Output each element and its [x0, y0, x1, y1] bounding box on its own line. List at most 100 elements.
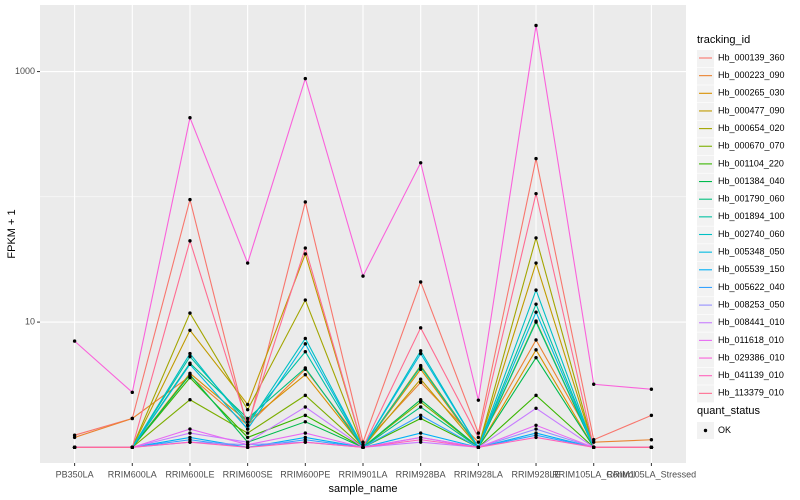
point — [245, 402, 250, 407]
point — [361, 274, 365, 278]
point — [418, 438, 423, 442]
y-tick-label: 10 — [25, 316, 35, 326]
point — [534, 156, 538, 161]
x-tick-label: RRIM901LA — [338, 469, 387, 479]
point — [418, 380, 423, 385]
point — [245, 435, 250, 440]
point — [245, 416, 250, 421]
x-tick-label: RRIM600PE — [280, 469, 330, 479]
point — [534, 302, 538, 306]
point — [303, 413, 308, 418]
point — [303, 200, 308, 204]
x-tick-label: RRIM600LA — [108, 469, 157, 479]
point — [534, 191, 538, 196]
point — [418, 377, 423, 381]
legend-label: Hb_005539_150 — [718, 264, 785, 274]
point — [534, 355, 538, 360]
legend-label: Hb_000139_360 — [718, 52, 785, 62]
point — [534, 288, 538, 292]
legend-label: Hb_001894_100 — [718, 211, 785, 221]
point — [188, 398, 192, 402]
point — [534, 320, 538, 324]
point — [188, 440, 192, 444]
point — [303, 350, 308, 354]
legend-label: Hb_008441_010 — [718, 317, 785, 327]
legend-label: Hb_000265_030 — [718, 88, 785, 98]
point — [130, 390, 134, 395]
point — [72, 339, 77, 343]
point — [418, 416, 423, 421]
point — [418, 367, 423, 371]
point — [534, 23, 538, 28]
legend-label: Hb_000223_090 — [718, 70, 785, 80]
point — [418, 431, 423, 435]
point — [476, 398, 481, 402]
point — [188, 311, 192, 315]
point — [418, 405, 423, 409]
point — [361, 440, 365, 444]
point — [245, 423, 250, 427]
point — [130, 416, 134, 421]
legend-label: Hb_001104_220 — [718, 158, 784, 168]
legend-label: Hb_000654_020 — [718, 123, 785, 133]
point — [534, 261, 538, 265]
point — [303, 336, 308, 341]
legend-label: Hb_029386_010 — [718, 352, 785, 362]
point — [534, 435, 538, 440]
point — [303, 298, 308, 302]
x-tick-label: RRIM928BA — [396, 469, 446, 479]
point — [245, 431, 250, 435]
x-tick-label: PB350LA — [56, 469, 94, 479]
point — [72, 435, 77, 440]
point — [476, 445, 481, 450]
x-tick-label: RRIM105LA_Stressed — [607, 469, 697, 479]
point — [303, 420, 308, 424]
point — [245, 427, 250, 431]
point — [418, 351, 423, 356]
point — [188, 431, 192, 435]
point — [188, 116, 192, 120]
point — [303, 440, 308, 444]
legend-point — [703, 428, 708, 433]
point — [72, 445, 77, 450]
point — [418, 161, 423, 165]
point — [592, 440, 596, 444]
point — [534, 393, 538, 398]
legend-label: Hb_011618_010 — [718, 335, 784, 345]
point — [534, 427, 538, 431]
point — [303, 246, 308, 250]
point — [303, 431, 308, 435]
x-tick-label: RRIM928LE — [512, 469, 561, 479]
point — [476, 440, 481, 444]
point — [303, 405, 308, 409]
point — [188, 427, 192, 431]
point — [418, 440, 423, 444]
point — [534, 338, 538, 342]
point — [188, 375, 192, 380]
legend-label: Hb_113379_010 — [718, 388, 784, 398]
point — [649, 413, 654, 418]
point — [303, 438, 308, 442]
point — [418, 326, 423, 330]
point — [592, 445, 596, 450]
point — [592, 438, 596, 442]
legend-label: Hb_001790_060 — [718, 194, 785, 204]
point — [361, 445, 365, 450]
point — [245, 445, 250, 450]
point — [188, 373, 192, 377]
point — [303, 252, 308, 256]
point — [188, 328, 192, 332]
point — [534, 423, 538, 427]
point — [303, 373, 308, 377]
x-tick-label: RRIM600LE — [165, 469, 214, 479]
legend-label: Hb_005622_040 — [718, 282, 785, 292]
point — [476, 431, 481, 435]
x-tick-label: RRIM105LA_Control — [552, 469, 635, 479]
x-tick-label: RRIM600SE — [223, 469, 273, 479]
point — [361, 442, 365, 447]
point — [188, 354, 192, 359]
point — [188, 239, 192, 243]
point — [418, 280, 423, 284]
legend-label: Hb_005348_050 — [718, 247, 785, 257]
point — [649, 387, 654, 391]
